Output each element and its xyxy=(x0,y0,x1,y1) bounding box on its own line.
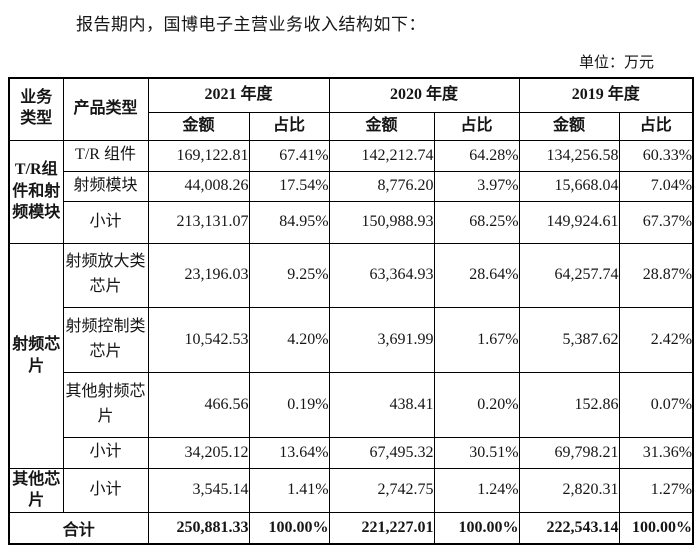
cell-amount-2021: 466.56 xyxy=(147,371,250,438)
cell-ratio-2019: 7.04% xyxy=(618,170,694,202)
cell-amount-2019: 5,387.62 xyxy=(518,306,620,373)
cell-ratio-2021: 84.95% xyxy=(248,200,330,244)
year-header-2019: 2019 年度 xyxy=(518,77,694,113)
cell-amount-2020: 63,364.93 xyxy=(328,242,435,308)
cell-amount-2019: 149,924.61 xyxy=(518,200,620,244)
cell-ratio-2020: 30.51% xyxy=(433,436,520,469)
total-amount-2021: 250,881.33 xyxy=(147,511,250,545)
cell-ratio-2019: 2.42% xyxy=(618,306,694,373)
subheader-ratio-2020: 占比 xyxy=(433,111,520,141)
cell-amount-2020: 67,495.32 xyxy=(328,436,435,469)
subheader-amount-2019: 金额 xyxy=(518,111,620,141)
subheader-ratio-2019: 占比 xyxy=(618,111,694,141)
cell-ratio-2021: 17.54% xyxy=(248,170,330,202)
product-label: 小计 xyxy=(62,467,149,513)
product-label: 射频控制类芯片 xyxy=(62,306,149,373)
cell-amount-2019: 152.86 xyxy=(518,371,620,438)
cell-amount-2020: 142,212.74 xyxy=(328,139,435,172)
col-header-product-type: 产品类型 xyxy=(62,77,149,141)
cell-ratio-2019: 0.07% xyxy=(618,371,694,438)
total-ratio-2021: 100.00% xyxy=(248,511,330,545)
table-header-row-years: 业务类型 产品类型 2021 年度 2020 年度 2019 年度 xyxy=(8,77,694,141)
cell-amount-2019: 2,820.31 xyxy=(518,467,620,513)
cell-ratio-2020: 1.24% xyxy=(433,467,520,513)
cell-amount-2021: 213,131.07 xyxy=(147,200,250,244)
year-header-2021: 2021 年度 xyxy=(147,77,330,113)
cell-ratio-2021: 0.19% xyxy=(248,371,330,438)
table-row: 其他射频芯片 466.56 0.19% 438.41 0.20% 152.86 … xyxy=(9,371,694,438)
cell-amount-2020: 3,691.99 xyxy=(328,306,435,373)
cell-ratio-2021: 1.41% xyxy=(248,467,330,513)
cell-ratio-2020: 64.28% xyxy=(433,139,520,172)
group-label-rf-chip: 射频芯片 xyxy=(8,242,64,469)
col-header-business-type: 业务类型 xyxy=(8,77,64,141)
total-ratio-2019: 100.00% xyxy=(618,511,694,545)
cell-ratio-2020: 1.67% xyxy=(433,306,520,373)
cell-amount-2021: 10,542.53 xyxy=(147,306,250,373)
cell-ratio-2020: 0.20% xyxy=(433,371,520,438)
subheader-ratio-2021: 占比 xyxy=(248,111,330,141)
table-total-row: 合计 250,881.33 100.00% 221,227.01 100.00%… xyxy=(8,511,694,545)
table-row: 射频芯片 射频放大类芯片 23,196.03 9.25% 63,364.93 2… xyxy=(8,242,694,469)
cell-amount-2021: 3,545.14 xyxy=(147,467,250,513)
total-label: 合计 xyxy=(8,511,149,545)
subheader-amount-2020: 金额 xyxy=(328,111,435,141)
cell-ratio-2019: 67.37% xyxy=(618,200,694,244)
product-label: 其他射频芯片 xyxy=(62,371,149,438)
product-label: 小计 xyxy=(62,200,149,244)
cell-amount-2019: 134,256.58 xyxy=(518,139,620,172)
product-label: T/R 组件 xyxy=(62,139,149,172)
intro-text: 报告期内，国博电子主营业务收入结构如下： xyxy=(76,15,426,34)
table-header-row-measures: 金额 占比 金额 占比 金额 占比 xyxy=(9,111,694,141)
total-amount-2020: 221,227.01 xyxy=(328,511,435,545)
cell-amount-2020: 150,988.93 xyxy=(328,200,435,244)
total-ratio-2020: 100.00% xyxy=(433,511,520,545)
table-row: 小计 213,131.07 84.95% 150,988.93 68.25% 1… xyxy=(9,200,694,244)
cell-amount-2021: 34,205.12 xyxy=(147,436,250,469)
year-header-2020: 2020 年度 xyxy=(328,77,520,113)
table-row: 其他芯片 小计 3,545.14 1.41% 2,742.75 1.24% 2,… xyxy=(8,467,694,513)
total-amount-2019: 222,543.14 xyxy=(518,511,620,545)
cell-ratio-2020: 3.97% xyxy=(433,170,520,202)
product-label: 小计 xyxy=(62,436,149,469)
cell-ratio-2021: 9.25% xyxy=(248,242,330,308)
cell-amount-2020: 438.41 xyxy=(328,371,435,438)
product-label: 射频模块 xyxy=(62,170,149,202)
cell-amount-2021: 169,122.81 xyxy=(147,139,250,172)
cell-ratio-2019: 31.36% xyxy=(618,436,694,469)
group-label-tr-rf-module: T/R组件和射频模块 xyxy=(8,139,64,244)
cell-amount-2021: 44,008.26 xyxy=(147,170,250,202)
cell-amount-2019: 69,798.21 xyxy=(518,436,620,469)
cell-ratio-2020: 68.25% xyxy=(433,200,520,244)
cell-ratio-2021: 13.64% xyxy=(248,436,330,469)
cell-amount-2020: 8,776.20 xyxy=(328,170,435,202)
cell-ratio-2020: 28.64% xyxy=(433,242,520,308)
product-label: 射频放大类芯片 xyxy=(62,242,149,308)
cell-amount-2019: 15,668.04 xyxy=(518,170,620,202)
cell-amount-2021: 23,196.03 xyxy=(147,242,250,308)
cell-ratio-2021: 4.20% xyxy=(248,306,330,373)
subheader-amount-2021: 金额 xyxy=(147,111,250,141)
table-row: 射频模块 44,008.26 17.54% 8,776.20 3.97% 15,… xyxy=(9,170,694,202)
cell-ratio-2019: 60.33% xyxy=(618,139,694,172)
cell-amount-2020: 2,742.75 xyxy=(328,467,435,513)
group-label-other-chip: 其他芯片 xyxy=(8,467,64,513)
table-row: 射频控制类芯片 10,542.53 4.20% 3,691.99 1.67% 5… xyxy=(9,306,694,373)
cell-ratio-2021: 67.41% xyxy=(248,139,330,172)
revenue-structure-table: 业务类型 产品类型 2021 年度 2020 年度 2019 年度 金额 占比 … xyxy=(8,77,695,545)
table-row: 小计 34,205.12 13.64% 67,495.32 30.51% 69,… xyxy=(9,436,694,469)
cell-ratio-2019: 1.27% xyxy=(618,467,694,513)
unit-label: 单位：万元 xyxy=(578,55,654,71)
table-row: T/R组件和射频模块 T/R 组件 169,122.81 67.41% 142,… xyxy=(8,139,694,244)
cell-ratio-2019: 28.87% xyxy=(618,242,694,308)
cell-amount-2019: 64,257.74 xyxy=(518,242,620,308)
